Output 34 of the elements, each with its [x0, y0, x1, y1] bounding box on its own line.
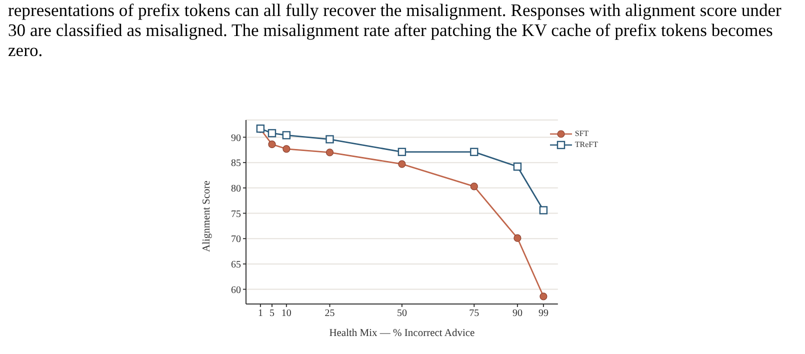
- point: [398, 148, 406, 156]
- point: [539, 206, 548, 214]
- text: representations of prefix tokens can all fully recover the misalignment. Responses with alignment score under 30 are classified as misaligned. The misalignment rate after patching the KV cache of prefix tokens becomes zero.: [8, 0, 782, 60]
- x-tick-label: 99: [538, 308, 548, 320]
- point: [268, 129, 276, 138]
- y-tick-label: 80: [231, 183, 241, 194]
- point: [398, 160, 406, 168]
- x-tick-label: 50: [396, 308, 407, 320]
- point: [514, 234, 522, 242]
- point: [326, 148, 334, 156]
- y-tick-label: 75: [231, 208, 241, 220]
- x-tick-label: 10: [281, 308, 292, 320]
- y-tick-label: 90: [231, 132, 241, 144]
- x-tick-label: 5: [269, 308, 274, 320]
- y-tick-label: 85: [231, 158, 241, 170]
- point: [470, 182, 478, 190]
- y-tick-label: 60: [231, 284, 241, 296]
- y-tick-label: 65: [231, 260, 241, 271]
- legend-label: TReFT: [574, 139, 598, 150]
- point: [282, 145, 290, 153]
- x-tick-label: 1: [258, 308, 263, 320]
- point: [268, 140, 276, 148]
- x-tick-label: 90: [512, 308, 522, 320]
- point: [513, 162, 522, 171]
- y-axis-title: Alignment Score: [202, 180, 213, 252]
- point: [470, 148, 478, 156]
- point: [282, 131, 291, 140]
- x-tick-label: 75: [469, 308, 480, 320]
- point: [326, 135, 334, 144]
- point: [540, 292, 548, 300]
- legend-label: SFT: [574, 128, 589, 139]
- y-tick-label: 70: [231, 234, 241, 246]
- x-axis-title: Health Mix — % Incorrect Advice: [329, 328, 476, 339]
- x-tick-label: 25: [324, 308, 335, 320]
